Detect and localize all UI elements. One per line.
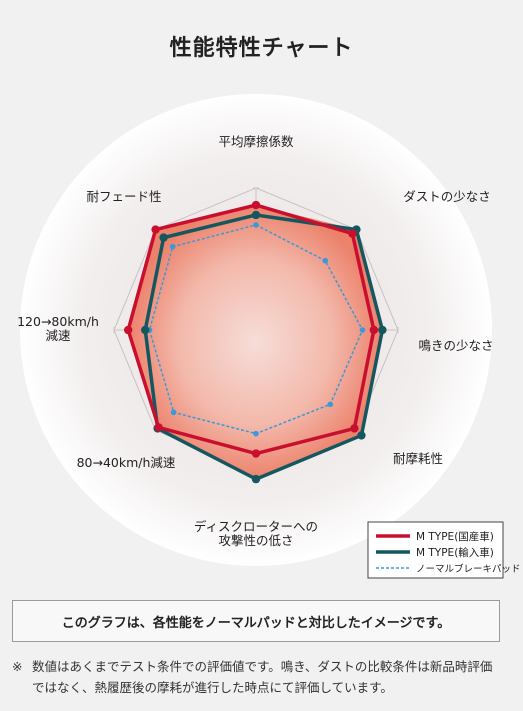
series-3-point-8	[169, 243, 176, 250]
series-2-point-8	[159, 233, 168, 242]
axis-label-line: 80→40km/h減速	[77, 455, 176, 470]
series-2-point-1	[251, 210, 261, 220]
axis-label-line: ダストの少なさ	[403, 189, 491, 204]
axis-label-8: 耐フェード性	[86, 189, 161, 204]
chart-title: 性能特性チャート	[169, 36, 354, 61]
legend-label-1: M TYPE(国産車)	[416, 530, 494, 543]
series-2-point-7	[141, 325, 150, 335]
axis-label-6: 80→40km/h減速	[77, 455, 176, 470]
series-area-fill	[128, 205, 383, 480]
series-1-point-1	[251, 200, 261, 210]
series-3-point-3	[359, 327, 366, 333]
series-1-point-5	[251, 449, 261, 458]
axis-label-line: 耐フェード性	[86, 189, 161, 204]
series-2-point-5	[251, 474, 261, 484]
legend: M TYPE(国産車) M TYPE(輸入車) ノーマルブレーキパッド	[367, 521, 521, 579]
series-3-point-6	[170, 409, 177, 416]
series-3-point-4	[327, 401, 334, 408]
series-1-point-2	[348, 229, 357, 238]
footnote-text: 数値はあくまでテスト条件での評価値です。鳴き、ダストの比較条件は新品時評価ではな…	[32, 659, 493, 695]
series-1-point-4	[350, 424, 359, 433]
series-1-point-6	[154, 423, 163, 432]
axis-label-line: 耐摩耗性	[393, 451, 443, 466]
axis-label-4: 耐摩耗性	[393, 451, 443, 466]
axis-label-line: 鳴きの少なさ	[418, 338, 493, 353]
series-1-point-3	[369, 325, 379, 335]
comparison-note: このグラフは、各性能をノーマルパッドと対比したイメージです。	[12, 600, 500, 642]
series-1-point-7	[124, 325, 133, 335]
legend-label-2: M TYPE(輸入車)	[416, 546, 494, 559]
footnote-mark: ※	[12, 659, 23, 674]
series-3-point-2	[322, 257, 329, 264]
series-3-point-1	[253, 222, 259, 228]
axis-label-line: 攻撃性の低さ	[218, 533, 293, 548]
series-3-point-5	[253, 430, 259, 437]
axis-label-line: 平均摩擦係数	[218, 134, 294, 149]
series-2-point-4	[357, 431, 366, 440]
axis-label-5: ディスクローターへの攻撃性の低さ	[194, 519, 318, 548]
axis-label-3: 鳴きの少なさ	[418, 338, 493, 353]
legend-box	[367, 521, 504, 579]
axis-label-line: 減速	[45, 328, 71, 343]
legend-label-3: ノーマルブレーキパッド	[416, 563, 521, 575]
series-2-point-3	[378, 325, 387, 335]
footnote: ※ 数値はあくまでテスト条件での評価値です。鳴き、ダストの比較条件は新品時評価で…	[12, 656, 502, 698]
axis-label-line: ディスクローターへの	[194, 519, 318, 534]
axis-label-line: 120→80km/h	[17, 314, 99, 329]
axis-label-2: ダストの少なさ	[403, 189, 491, 204]
series-1-point-8	[151, 225, 160, 234]
axis-label-7: 120→80km/h 減速	[17, 314, 99, 343]
axis-label-1: 平均摩擦係数	[218, 134, 294, 149]
